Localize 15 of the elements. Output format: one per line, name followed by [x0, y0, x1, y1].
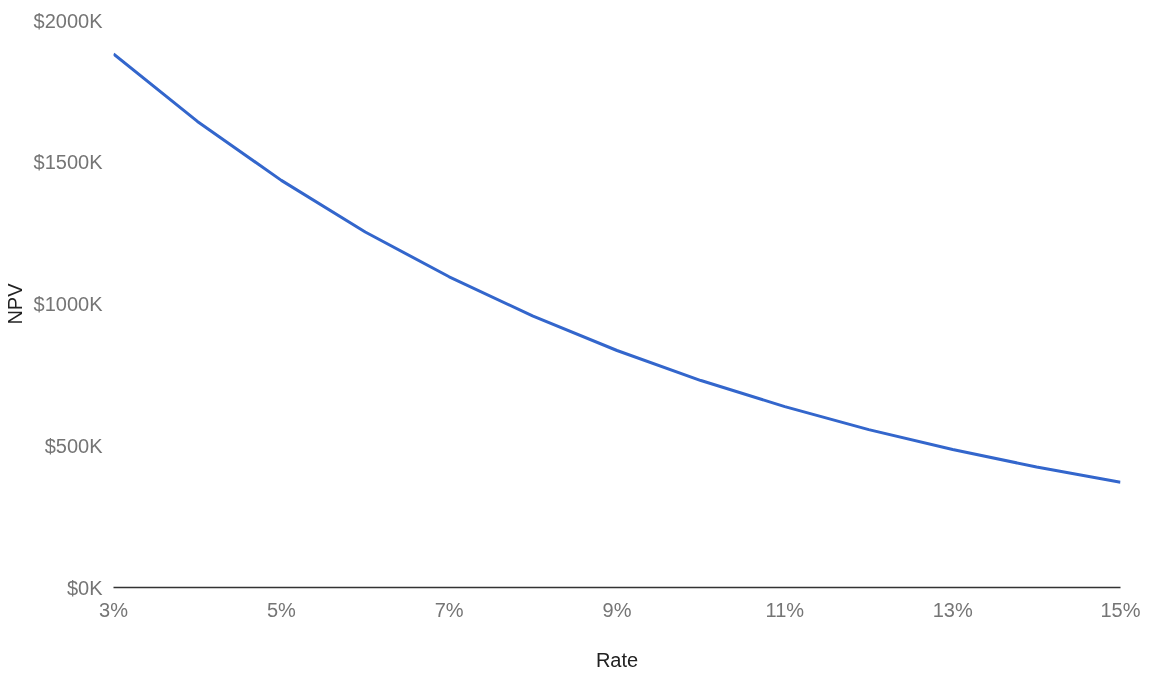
y-tick-label: $0K	[66, 576, 104, 599]
line-series	[113, 52, 1121, 484]
x-tick-label: 11%	[765, 598, 805, 621]
x-tick-label: 9%	[602, 598, 632, 621]
x-axis-title: Rate	[595, 648, 639, 671]
y-tick-label: $1500K	[33, 151, 104, 174]
x-tick-label: 5%	[266, 598, 296, 621]
x-tick-label: 15%	[1100, 598, 1141, 621]
x-tick-label: 7%	[434, 598, 464, 621]
x-tick-label: 13%	[932, 598, 973, 621]
y-tick-label: $2000K	[33, 9, 104, 32]
y-tick-label: $1000K	[33, 293, 104, 315]
x-tick-label: 3%	[99, 598, 129, 621]
y-axis-title: NPV	[3, 282, 26, 325]
y-tick-label: $500K	[44, 434, 104, 457]
